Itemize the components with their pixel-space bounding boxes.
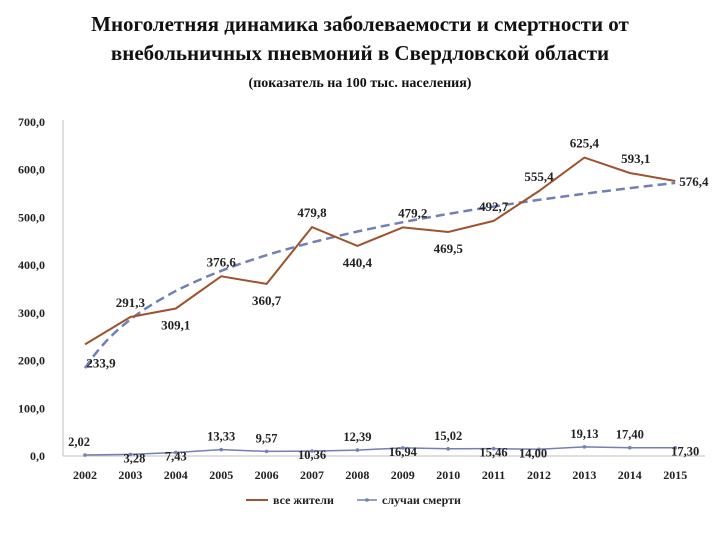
x-tick-label: 2006 [255, 468, 279, 482]
data-label-deaths: 7,43 [165, 449, 187, 463]
y-tick-label: 300,0 [18, 306, 45, 320]
legend-marker-deaths [365, 498, 369, 502]
data-label-deaths: 13,33 [207, 430, 235, 444]
data-label-deaths: 15,46 [480, 446, 508, 460]
data-label-residents: 360,7 [252, 293, 282, 308]
data-label-deaths: 12,39 [343, 430, 371, 444]
chart-title-line-2: внебольничных пневмоний в Свердловской о… [110, 41, 610, 65]
y-tick-label: 100,0 [18, 401, 45, 415]
data-label-deaths: 10,36 [298, 448, 326, 462]
data-label-deaths: 15,02 [434, 429, 462, 443]
data-label-deaths: 17,30 [671, 445, 699, 459]
x-tick-label: 2013 [572, 468, 596, 482]
data-point-deaths [355, 448, 360, 452]
data-point-deaths [310, 449, 314, 453]
data-label-residents: 479,8 [297, 205, 327, 220]
y-tick-label: 200,0 [18, 354, 45, 368]
x-tick-label: 2009 [391, 468, 415, 482]
data-point-deaths [673, 445, 677, 450]
data-point-deaths [264, 449, 269, 454]
data-label-deaths: 17,40 [616, 428, 644, 442]
data-point-deaths [128, 452, 133, 457]
data-label-deaths: 3,28 [123, 451, 145, 465]
chart-subtitle: (показатель на 100 тыс. населения) [248, 76, 472, 91]
data-point-deaths [491, 446, 496, 451]
x-tick-label: 2003 [118, 468, 142, 482]
data-label-residents: 309,1 [161, 318, 190, 333]
data-label-deaths: 14,00 [519, 446, 547, 460]
data-point-deaths [446, 447, 451, 451]
x-tick-label: 2010 [436, 468, 460, 482]
x-tick-label: 2007 [300, 468, 324, 482]
data-point-deaths [628, 445, 632, 450]
x-tick-label: 2012 [527, 468, 551, 482]
legend-label-deaths: случаи смерти [382, 493, 461, 507]
x-tick-label: 2015 [663, 468, 687, 482]
data-label-residents: 555,4 [524, 169, 554, 184]
data-label-deaths: 19,13 [570, 427, 598, 441]
x-tick-label: 2011 [482, 468, 505, 482]
data-point-deaths [219, 447, 223, 452]
x-tick-label: 2005 [209, 468, 233, 482]
y-tick-label: 400,0 [18, 258, 45, 272]
x-tick-label: 2002 [73, 468, 97, 482]
data-label-residents: 479,2 [398, 205, 427, 220]
data-label-deaths: 16,94 [389, 445, 418, 459]
x-tick-label: 2008 [345, 468, 369, 482]
data-label-deaths: 9,57 [256, 431, 278, 445]
data-point-deaths [401, 446, 405, 450]
data-label-residents: 233,9 [86, 355, 116, 370]
data-label-residents: 576,4 [679, 174, 709, 189]
data-label-residents: 469,5 [434, 241, 464, 256]
data-point-deaths [83, 453, 87, 457]
y-tick-label: 0,0 [30, 449, 45, 463]
data-label-residents: 593,1 [621, 151, 650, 166]
data-label-residents: 376,6 [207, 254, 237, 269]
data-label-deaths: 2,02 [68, 435, 90, 449]
x-tick-label: 2014 [618, 468, 642, 482]
series-line-residents [84, 156, 676, 346]
x-tick-label: 2004 [164, 468, 188, 482]
series-line-deaths [84, 446, 676, 456]
y-tick-label: 500,0 [18, 210, 45, 224]
data-point-deaths [537, 447, 541, 452]
data-label-residents: 440,4 [343, 255, 373, 270]
data-label-residents: 492,7 [479, 199, 509, 214]
data-label-residents: 291,3 [116, 295, 146, 310]
trendline-path [83, 181, 676, 369]
chart-title-line-1: Многолетняя динамика заболеваемости и см… [91, 12, 629, 36]
chart-title: Многолетняя динамика заболеваемости и см… [0, 10, 720, 68]
y-tick-label: 700,0 [18, 115, 45, 129]
data-point-deaths [582, 445, 587, 449]
data-label-residents: 625,4 [570, 136, 600, 151]
y-tick-label: 600,0 [18, 163, 45, 177]
data-point-deaths [174, 450, 178, 455]
legend-label-residents: все жители [273, 493, 334, 507]
